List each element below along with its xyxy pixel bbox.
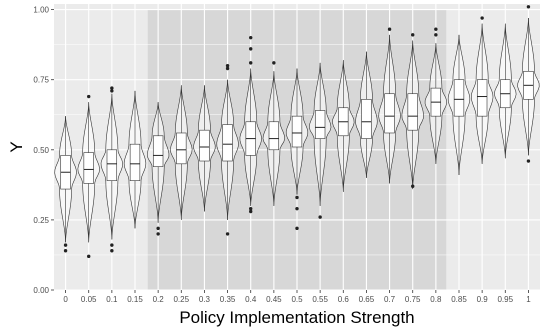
outlier-point (434, 33, 438, 37)
outlier-point (434, 27, 438, 31)
x-tick-label: 0.45 (266, 295, 282, 304)
x-tick-label: 0.15 (127, 295, 143, 304)
box (291, 115, 303, 148)
x-tick-label: 0.6 (338, 295, 350, 304)
violin-group (401, 33, 424, 190)
violin-group (54, 116, 77, 253)
x-tick-label: 0.35 (220, 295, 236, 304)
x-tick-label: 0.55 (312, 295, 328, 304)
outlier-point (225, 63, 230, 68)
outlier-point (295, 195, 299, 200)
box (222, 124, 233, 162)
outlier-point (110, 89, 114, 93)
outlier-point (318, 215, 322, 219)
x-tick-label: 0.95 (497, 295, 513, 304)
box (83, 152, 94, 184)
box (176, 132, 187, 165)
outlier-point (480, 16, 484, 20)
violin-group (147, 102, 170, 236)
outlier-point (411, 184, 415, 188)
outlier-point (225, 66, 230, 71)
outlier-point (156, 232, 160, 236)
y-axis-ticks: 0.00 0.25 0.50 0.75 1.00 (33, 6, 54, 295)
violin-group (332, 60, 355, 192)
x-tick-label: 0.85 (451, 295, 467, 304)
violin-group (308, 62, 332, 219)
y-tick-label: 0.75 (33, 76, 49, 85)
violin-group (517, 5, 540, 163)
x-tick-label: 0.3 (199, 295, 211, 304)
y-tick-label: 0.00 (33, 286, 49, 295)
box (129, 143, 141, 181)
y-axis-label: Y (7, 141, 26, 152)
violin-group (262, 61, 286, 206)
box (407, 93, 418, 131)
box (314, 110, 326, 139)
x-tick-label: 0.9 (477, 295, 489, 304)
box (453, 79, 465, 117)
outlier-point (110, 86, 114, 90)
x-axis-ticks: 0 0.05 0.1 0.15 0.2 0.25 0.3 0.35 0.4 0.45 0.5 0.55… (63, 290, 531, 304)
outlier-point (295, 226, 299, 231)
violin-group (170, 85, 193, 220)
outlier-point (110, 243, 114, 247)
x-tick-label: 0.05 (81, 295, 97, 304)
outlier-point (526, 159, 531, 163)
outlier-point (249, 61, 253, 65)
outlier-point (249, 47, 253, 51)
violin-group (285, 68, 309, 231)
violin-group (447, 34, 471, 176)
x-tick-label: 0 (63, 295, 68, 304)
violin-group (77, 94, 100, 259)
box (106, 149, 118, 181)
outlier-point (110, 249, 114, 253)
violin-group (494, 23, 517, 159)
x-tick-label: 0.75 (405, 295, 421, 304)
violin-group (424, 27, 447, 164)
outlier-point (249, 206, 253, 211)
x-tick-label: 0.5 (291, 295, 303, 304)
box (268, 121, 280, 151)
x-tick-label: 0.7 (384, 295, 396, 304)
y-tick-label: 0.25 (33, 216, 49, 225)
violin-group (355, 51, 378, 178)
box (361, 99, 372, 139)
violin-group (193, 85, 216, 212)
x-tick-label: 0.8 (430, 295, 442, 304)
x-tick-label: 0.25 (173, 295, 189, 304)
outlier-point (526, 5, 531, 9)
violin-group (100, 86, 123, 253)
violin-group (239, 35, 262, 214)
outlier-point (87, 94, 91, 99)
x-tick-label: 0.2 (153, 295, 165, 304)
x-tick-label: 0.1 (106, 295, 118, 304)
outlier-point (249, 35, 253, 40)
x-axis-label: Policy Implementation Strength (179, 308, 414, 327)
outlier-point (295, 206, 299, 211)
box (199, 129, 210, 162)
violin-group (378, 27, 401, 184)
violin-group (216, 63, 239, 236)
box (384, 93, 395, 134)
outlier-point (225, 232, 230, 236)
outlier-point (387, 27, 392, 31)
violin-group (123, 90, 147, 229)
box (476, 79, 488, 117)
y-tick-label: 1.00 (33, 6, 49, 15)
outlier-point (63, 243, 68, 247)
outlier-point (63, 249, 68, 253)
x-tick-label: 0.65 (359, 295, 375, 304)
y-tick-label: 0.50 (33, 146, 49, 155)
box (152, 135, 164, 167)
violins (54, 5, 540, 259)
violin-group (470, 16, 494, 164)
outlier-point (87, 254, 91, 259)
x-tick-label: 1 (526, 295, 531, 304)
outlier-point (249, 209, 253, 214)
outlier-point (156, 226, 160, 231)
outlier-point (272, 61, 276, 65)
outlier-point (411, 33, 415, 37)
x-tick-label: 0.4 (245, 295, 257, 304)
